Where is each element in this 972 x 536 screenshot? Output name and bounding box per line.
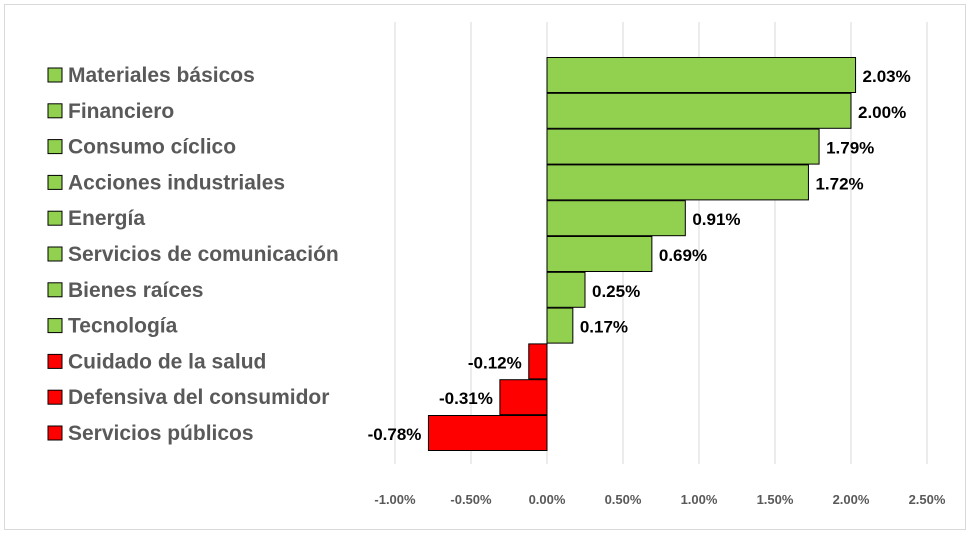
data-label: -0.31% [439, 389, 493, 408]
legend-label: Energía [68, 207, 145, 230]
bar [528, 343, 548, 380]
data-label: 0.69% [659, 246, 707, 265]
legend-label: Tecnología [68, 315, 178, 338]
bar [546, 271, 586, 308]
legend-label: Consumo cíclico [68, 136, 236, 159]
legend-swatch [47, 210, 63, 226]
data-label: 0.91% [692, 210, 740, 229]
value-labels: 2.03% 2.00% 1.79% 1.72% 0.91% 0.69% 0.25% 0.17%… [368, 67, 911, 444]
legend-swatch [47, 67, 63, 83]
legend-label: Defensiva del consumidor [68, 386, 329, 409]
bar [546, 307, 574, 344]
data-label: 2.03% [863, 67, 911, 86]
x-tick-label: 2.50% [909, 492, 946, 507]
legend-swatch [47, 389, 63, 405]
legend-label: Servicios públicos [68, 422, 254, 445]
legend-label: Acciones industriales [68, 171, 285, 194]
legend-swatch [47, 103, 63, 119]
legend: Materiales básicos Financiero Consumo cícl… [47, 64, 339, 445]
legend-swatch [47, 425, 63, 441]
data-label: 2.00% [858, 103, 906, 122]
bar [427, 415, 548, 451]
bar [546, 92, 852, 129]
data-label: 0.17% [580, 318, 628, 337]
bar [546, 236, 653, 272]
bars [427, 57, 857, 451]
bar [546, 164, 809, 201]
legend-swatch [47, 246, 63, 262]
x-tick-label: 1.00% [681, 492, 718, 507]
x-tick-label: -0.50% [450, 492, 492, 507]
data-label: -0.12% [468, 353, 522, 372]
legend-label: Cuidado de la salud [68, 350, 266, 373]
legend-swatch [47, 353, 63, 369]
x-tick-label: 0.00% [529, 492, 566, 507]
data-label: 1.72% [815, 174, 863, 193]
data-label: 1.79% [826, 139, 874, 158]
x-tick-label: -1.00% [374, 492, 416, 507]
bar [499, 379, 548, 416]
legend-label: Bienes raíces [68, 279, 203, 302]
data-label: 0.25% [592, 282, 640, 301]
legend-label: Materiales básicos [68, 64, 255, 87]
data-label: -0.78% [368, 425, 422, 444]
legend-swatch [47, 318, 63, 334]
bar [546, 200, 686, 237]
x-axis-tick-labels: -1.00% -0.50% 0.00% 0.50% 1.00% 1.50% 2.00% 2.5… [374, 492, 945, 507]
x-tick-label: 0.50% [605, 492, 642, 507]
bar [546, 57, 857, 93]
legend-swatch [47, 174, 63, 190]
legend-swatch [47, 139, 63, 155]
legend-label: Servicios de comunicación [68, 243, 339, 266]
legend-swatch [47, 282, 63, 298]
legend-label: Financiero [68, 100, 174, 123]
x-tick-label: 1.50% [757, 492, 794, 507]
x-tick-label: 2.00% [833, 492, 870, 507]
bar [546, 128, 820, 165]
